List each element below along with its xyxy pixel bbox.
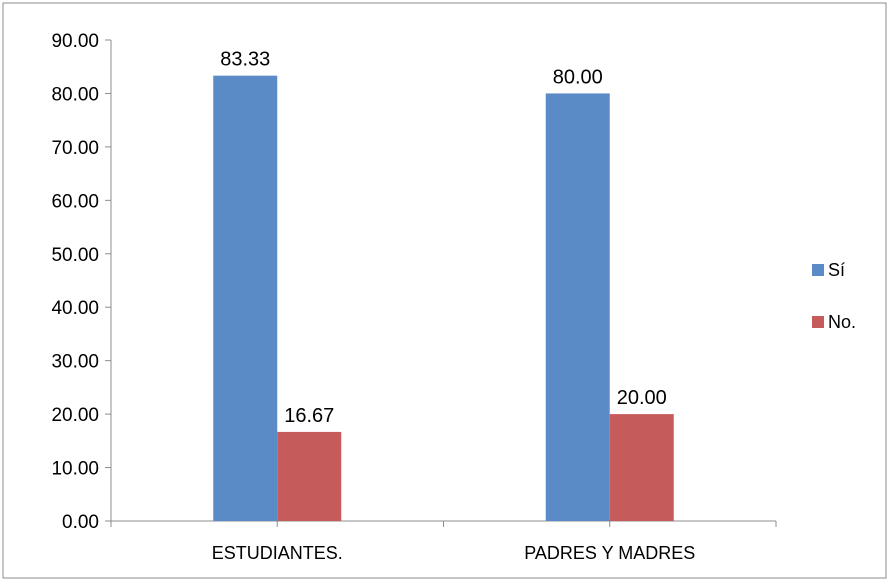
legend: Sí No. [812, 260, 856, 332]
bars [213, 75, 674, 521]
legend-swatch [812, 264, 824, 276]
bar-no-1 [609, 414, 674, 521]
y-tick-label: 50.00 [51, 245, 99, 266]
legend-label: Sí [828, 260, 845, 280]
bar-no-0 [277, 431, 342, 521]
y-tick-label: 60.00 [51, 191, 99, 212]
x-tick-label: ESTUDIANTES. [212, 543, 343, 563]
y-tick-label: 80.00 [51, 84, 99, 105]
data-label: 80.00 [553, 66, 603, 88]
data-label: 83.33 [220, 49, 270, 71]
y-axis: 0.00 10.00 20.00 30.00 40.00 50.00 60.00 70.00 8… [51, 31, 112, 533]
y-tick-label: 70.00 [51, 138, 99, 159]
bar-si-0 [213, 75, 278, 521]
y-tick-label: 20.00 [51, 405, 99, 426]
y-tick-label: 90.00 [51, 31, 99, 52]
legend-label: No. [828, 312, 856, 332]
y-tick-label: 40.00 [51, 298, 99, 319]
data-label: 20.00 [617, 387, 667, 409]
x-tick-label: PADRES Y MADRES [524, 543, 695, 563]
data-label: 16.67 [284, 405, 334, 427]
y-tick-label: 30.00 [51, 352, 99, 373]
legend-swatch [812, 316, 824, 328]
y-tick-label: 10.00 [51, 459, 99, 480]
y-tick-label: 0.00 [62, 512, 99, 533]
bar-si-1 [545, 93, 610, 521]
data-labels: 83.33 80.00 16.67 20.00 [220, 49, 667, 427]
